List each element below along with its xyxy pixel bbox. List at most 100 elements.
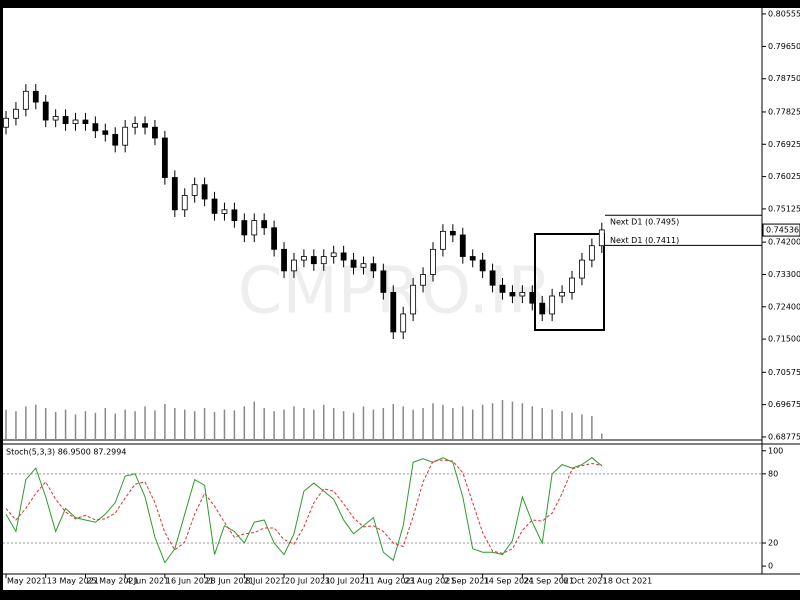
candle-body: [340, 252, 347, 261]
y-tick-label: 0.75125: [768, 204, 800, 213]
x-tick-label: 23 Aug 2021: [404, 577, 455, 586]
candle-body: [509, 292, 516, 297]
candle-body: [320, 256, 327, 265]
candle-body: [231, 209, 238, 221]
candle-body: [92, 123, 99, 132]
candle-body: [430, 248, 436, 275]
y-tick-label: 0.80555: [768, 9, 800, 18]
drawn-rectangle: [534, 233, 605, 331]
chart-area: [3, 8, 800, 590]
candle-body: [32, 90, 39, 103]
candle-body: [360, 263, 367, 268]
candle-body: [152, 126, 158, 139]
candle-body: [400, 313, 407, 333]
x-tick-label: 6 Oct 2021: [563, 577, 607, 586]
x-tick-label: 16 Jun 2021: [166, 577, 214, 586]
candle-body: [420, 274, 426, 286]
candle-body: [241, 220, 248, 236]
candle-body: [291, 259, 297, 272]
candle-body: [122, 126, 129, 146]
x-tick-label: 20 Jul 2021: [285, 577, 330, 586]
candle-body: [588, 245, 595, 261]
stoch-line: [5, 459, 602, 554]
x-tick-label: 8 Jul 2021: [245, 577, 285, 586]
candle-body: [271, 227, 278, 250]
candle-body: [72, 119, 79, 125]
candle-body: [62, 116, 69, 125]
candle-body: [539, 302, 546, 315]
candle-body: [579, 259, 585, 279]
y-tick-label: 0.69675: [768, 400, 800, 409]
candle-body: [330, 252, 337, 257]
y-tick-label: 0.78750: [768, 74, 800, 83]
x-tick-label: 30 Jul 2021: [325, 577, 370, 586]
candle-body: [598, 229, 605, 247]
candle-body: [42, 101, 49, 121]
y-tick-label: 0.72400: [768, 302, 800, 311]
candle-body: [251, 220, 258, 236]
candle-body: [191, 184, 198, 196]
y-tick-label: 0.76025: [768, 172, 800, 181]
x-tick-label: 13 May 2021: [47, 577, 99, 586]
candle-body: [181, 195, 188, 211]
last-price-label: 0.74536: [766, 226, 799, 235]
candle-body: [559, 292, 565, 297]
level-label: Next D1 (0.7495): [610, 218, 679, 227]
candle-body: [112, 134, 119, 146]
candle-body: [261, 220, 268, 229]
candle-body: [281, 248, 287, 272]
level-label: Next D1 (0.7411): [610, 236, 679, 245]
candle-body: [449, 230, 456, 236]
y-tick-label: 0.74200: [768, 238, 800, 247]
y-tick-label: 0.73300: [768, 270, 800, 279]
x-tick-label: 28 Jun 2021: [206, 577, 254, 586]
candle-body: [102, 130, 109, 135]
y-tick-label: 0.76925: [768, 140, 800, 149]
y-tick-label: 0.68775: [768, 432, 800, 441]
x-tick-label: 25 May 2021: [86, 577, 138, 586]
x-tick-label: May 2021: [7, 577, 46, 586]
candle-body: [52, 116, 59, 121]
candle-body: [211, 198, 218, 214]
candle-body: [161, 137, 168, 178]
candle-body: [221, 209, 228, 214]
stoch-line: [5, 457, 603, 564]
candle-body: [3, 117, 9, 128]
y-tick-label: 0: [768, 562, 773, 571]
candle-body: [142, 123, 148, 128]
y-tick-label: 100: [768, 446, 783, 455]
candle-body: [310, 256, 317, 265]
candle-body: [350, 259, 357, 268]
candle-body: [479, 259, 486, 272]
y-tick-label: 20: [768, 539, 778, 548]
candle-body: [82, 119, 89, 125]
candle-body: [132, 123, 138, 128]
candle-body: [489, 270, 496, 286]
x-tick-label: 2 Sep 2021: [444, 577, 490, 586]
y-tick-label: 80: [768, 469, 778, 478]
candle-body: [13, 108, 19, 119]
candle-body: [549, 295, 556, 315]
indicator-title: Stoch(5,3,3) 86.9500 87.2994: [6, 448, 126, 457]
candle-body: [380, 270, 387, 293]
candle-body: [171, 177, 178, 211]
candle-body: [440, 230, 446, 250]
last-price-box: [762, 223, 800, 237]
x-tick-label: 14 Sep 2021: [484, 577, 535, 586]
x-tick-label: 4 Jun 2021: [126, 577, 169, 586]
candle-body: [469, 256, 476, 261]
y-tick-label: 0.77825: [768, 107, 800, 116]
y-tick-label: 0.70575: [768, 368, 800, 377]
candle-body: [519, 292, 526, 297]
candle-body: [22, 90, 29, 110]
candle-body: [201, 184, 208, 200]
candle-body: [410, 284, 417, 315]
candle-body: [300, 256, 307, 261]
x-tick-label: 11 Aug 2021: [364, 577, 415, 586]
candle-body: [459, 234, 466, 257]
candle-body: [499, 284, 506, 293]
candle-body: [390, 292, 397, 333]
x-tick-label: 24 Sep 2021: [523, 577, 574, 586]
candle-body: [569, 277, 575, 293]
